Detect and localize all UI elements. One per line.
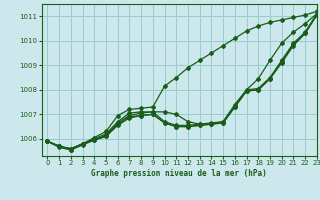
X-axis label: Graphe pression niveau de la mer (hPa): Graphe pression niveau de la mer (hPa) (91, 169, 267, 178)
